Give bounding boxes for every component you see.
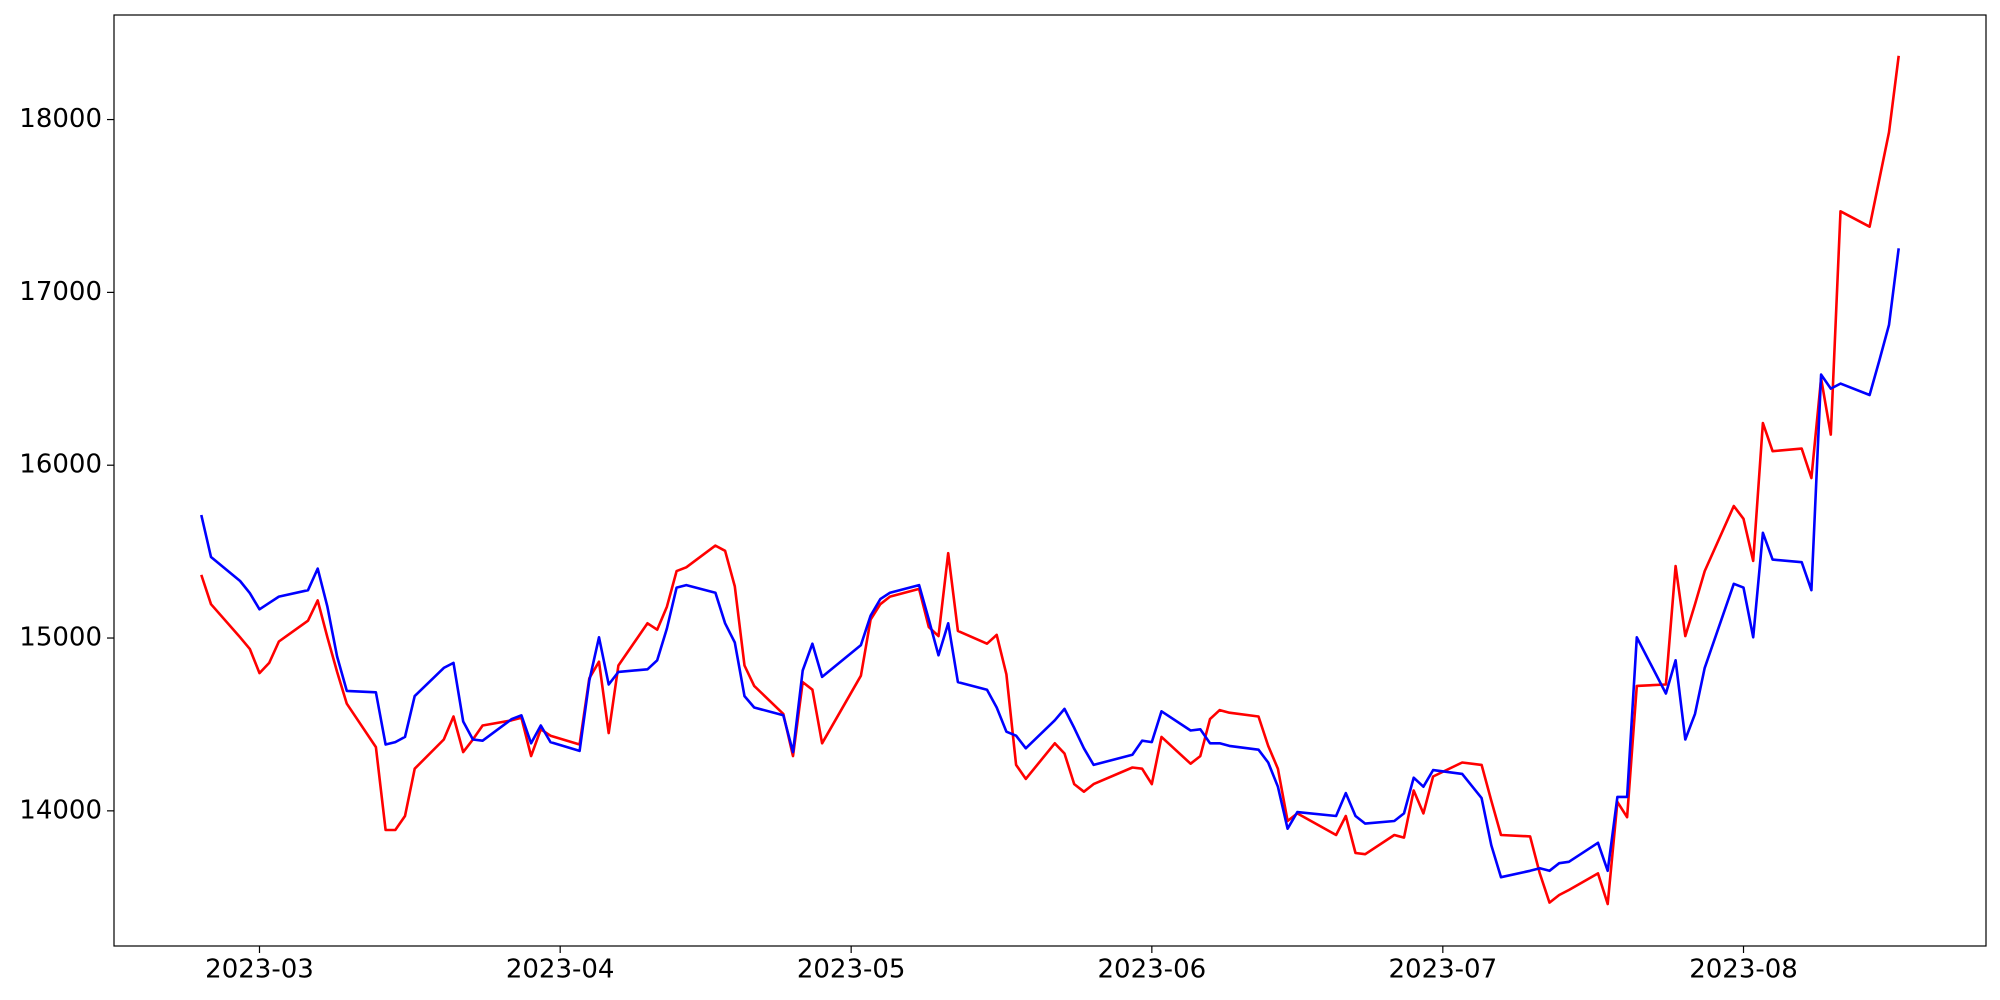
x-tick-label: 2023-07 [1389, 955, 1498, 985]
x-tick-label: 2023-05 [797, 955, 906, 985]
y-tick-label: 15000 [19, 623, 102, 653]
line [200, 248, 1900, 879]
plot-frame [113, 14, 1987, 947]
x-tick-label: 2023-04 [506, 955, 615, 985]
x-tick-label: 2023-06 [1098, 955, 1207, 985]
y-tick-label: 17000 [19, 277, 102, 307]
y-tick-label: 16000 [19, 450, 102, 480]
x-tick-label: 2023-03 [205, 955, 314, 985]
y-tick-label: 14000 [19, 795, 102, 825]
y-tick-label: 18000 [19, 104, 102, 134]
x-tick-label: 2023-08 [1689, 955, 1798, 985]
line [200, 55, 1900, 906]
